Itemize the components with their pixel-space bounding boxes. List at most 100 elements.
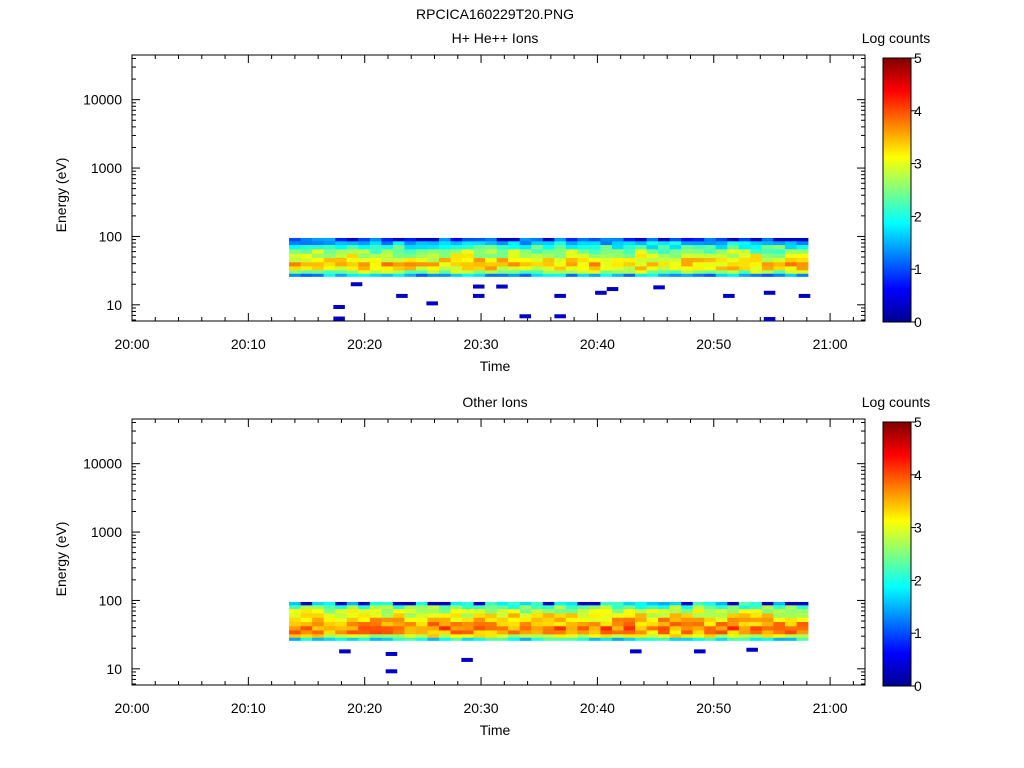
heatmap-cell (438, 634, 451, 639)
heatmap-cell (773, 237, 786, 242)
heatmap-cell (289, 266, 301, 271)
heatmap-cell (392, 637, 405, 641)
heatmap-cell (415, 605, 428, 610)
heatmap-cell (462, 637, 474, 641)
heatmap-cell (335, 634, 348, 639)
colorbar-tick-label: 3 (914, 156, 922, 172)
heatmap-cell (704, 245, 717, 250)
heatmap-cell (784, 237, 797, 242)
heatmap-cell (727, 253, 740, 259)
heatmap-cell (715, 609, 728, 614)
heatmap-cell (381, 630, 394, 635)
heatmap-cell (646, 241, 659, 246)
heatmap-cell (473, 630, 486, 635)
heatmap-cell (531, 241, 544, 246)
heatmap-cell (485, 626, 498, 631)
heatmap-cell (588, 266, 601, 271)
heatmap-cell (392, 609, 405, 614)
heatmap-cell (415, 249, 428, 255)
heatmap-cell (646, 237, 659, 242)
heatmap-cell (704, 609, 717, 614)
heatmap-cell (323, 605, 336, 610)
heatmap-cell (289, 262, 301, 267)
heatmap-cell (715, 613, 728, 619)
heatmap-cell (554, 630, 567, 635)
heatmap-cell (312, 605, 325, 610)
heatmap-cell (542, 622, 555, 627)
heatmap-cell (704, 617, 717, 623)
heatmap-cell (669, 241, 682, 246)
heatmap-cell (381, 617, 394, 623)
heatmap-cell (692, 609, 705, 614)
heatmap-cell (531, 245, 544, 250)
y-axis-label: Energy (eV) (53, 158, 69, 233)
heatmap-cell (773, 634, 786, 639)
heatmap-cell (369, 630, 382, 635)
heatmap-cell (462, 262, 474, 267)
heatmap-cell (773, 637, 786, 641)
heatmap-cell (554, 622, 567, 627)
heatmap-cell (346, 613, 359, 619)
heatmap-cell (704, 630, 717, 635)
heatmap-cell (738, 613, 751, 619)
x-tick-label: 20:00 (114, 336, 149, 352)
heatmap-cell (392, 605, 405, 610)
y-tick-label: 1000 (91, 524, 122, 540)
heatmap-cell (704, 253, 717, 259)
heatmap-cell (381, 273, 394, 277)
heatmap-cell (369, 258, 382, 263)
heatmap-cell (346, 622, 359, 627)
heatmap-cell (750, 241, 763, 246)
heatmap-cell (381, 601, 394, 606)
heatmap-cell (692, 622, 705, 627)
heatmap-cell (531, 617, 544, 623)
heatmap-cell (577, 609, 590, 614)
heatmap-cell (704, 613, 717, 619)
heatmap-cell (635, 626, 647, 631)
heatmap-cell (346, 245, 359, 250)
heatmap-cell (623, 241, 636, 246)
heatmap-cell (577, 249, 590, 255)
heatmap-cell (485, 270, 498, 275)
heatmap-cell (658, 266, 671, 271)
heatmap-cell (312, 241, 325, 246)
heatmap-cell (658, 637, 671, 641)
heatmap-cell (681, 617, 694, 623)
sparse-count-cell (653, 285, 665, 290)
heatmap-cell (611, 601, 624, 606)
heatmap-cell (577, 262, 590, 267)
heatmap-cell (565, 622, 578, 627)
heatmap-cell (485, 237, 498, 242)
heatmap-cell (577, 270, 590, 275)
heatmap-cell (473, 626, 486, 631)
heatmap-cell (715, 270, 728, 275)
heatmap-cell (323, 273, 336, 277)
heatmap-cell (635, 262, 647, 267)
heatmap-cell (519, 253, 532, 259)
heatmap-cell (542, 630, 555, 635)
heatmap-cell (508, 237, 521, 242)
heatmap-cell (473, 605, 486, 610)
heatmap-cell (704, 258, 717, 263)
heatmap-cell (727, 262, 740, 267)
heatmap-cell (773, 273, 786, 277)
figure-title: RPCICA160229T20.PNG (416, 6, 574, 22)
heatmap-cell (404, 273, 417, 277)
heatmap-cell (623, 617, 636, 623)
heatmap-cell (658, 613, 671, 619)
heatmap-cell (727, 249, 740, 255)
x-tick-label: 20:50 (696, 700, 731, 716)
heatmap-cell (704, 266, 717, 271)
heatmap-cell (658, 241, 671, 246)
heatmap-cell (577, 622, 590, 627)
heatmap-cell (692, 617, 705, 623)
x-tick-label: 20:30 (464, 700, 499, 716)
heatmap-cell (658, 273, 671, 277)
heatmap-cell (404, 266, 417, 271)
heatmap-cell (415, 634, 428, 639)
heatmap-cell (381, 241, 394, 246)
heatmap-cell (750, 617, 763, 623)
heatmap-cell (289, 622, 301, 627)
heatmap-cell (438, 258, 451, 263)
heatmap-cell (312, 637, 325, 641)
